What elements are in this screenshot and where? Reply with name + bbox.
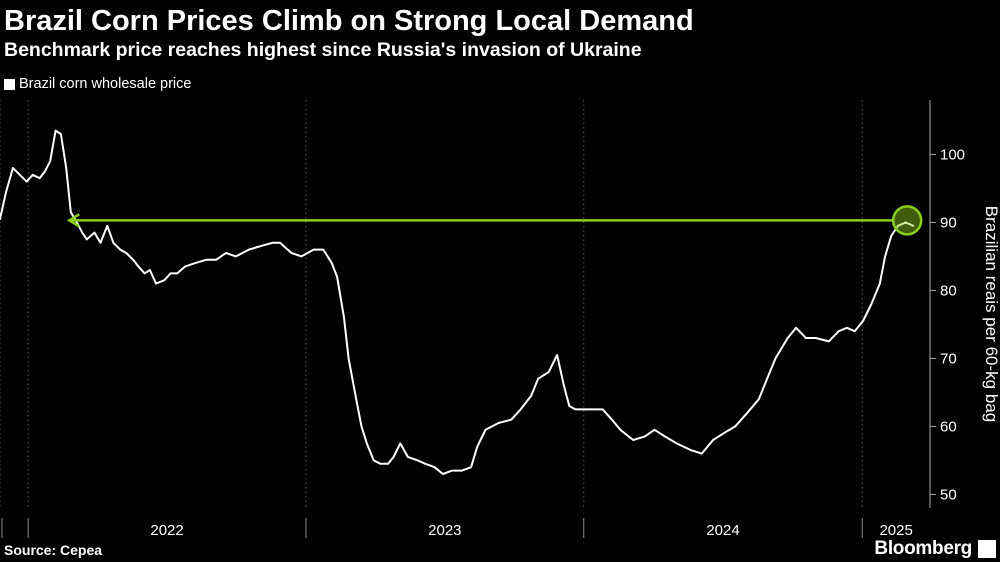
- y-tick-label: 90: [940, 214, 957, 231]
- annotation-layer: [66, 205, 923, 236]
- x-tick-label: 2022: [150, 522, 183, 539]
- source-note: Source: Cepea: [4, 542, 103, 558]
- y-tick-label: 50: [940, 486, 957, 503]
- x-tick-label: 2025: [879, 522, 912, 539]
- legend-swatch: [4, 78, 15, 90]
- y-tick-label: 80: [940, 282, 957, 299]
- axes: 2022 2023 2024 2025 50 60 70 80 90 100 Brazilian r…: [1, 100, 1000, 539]
- legend: Brazil corn wholesale price: [4, 75, 191, 93]
- bloomberg-mark-icon: [978, 540, 996, 558]
- annotation-circle: [891, 205, 923, 236]
- bloomberg-logo: Bloomberg: [874, 538, 972, 559]
- x-tick-label: 2023: [428, 522, 461, 539]
- x-tick-label: 2024: [706, 522, 739, 539]
- series-layer: [0, 129, 915, 475]
- y-tick-label: 70: [940, 350, 957, 367]
- grid-lines: [0, 100, 863, 508]
- y-tick-label: 60: [940, 418, 957, 435]
- series-line: [0, 129, 915, 475]
- y-axis-label: Brazilian reais per 60-kg bag: [982, 206, 1000, 422]
- y-tick-label: 100: [940, 146, 965, 163]
- legend-label: Brazil corn wholesale price: [19, 76, 192, 92]
- chart-subtitle: Benchmark price reaches highest since Ru…: [4, 39, 642, 61]
- annotation-arrowhead: [66, 213, 80, 228]
- chart-title: Brazil Corn Prices Climb on Strong Local…: [4, 5, 694, 37]
